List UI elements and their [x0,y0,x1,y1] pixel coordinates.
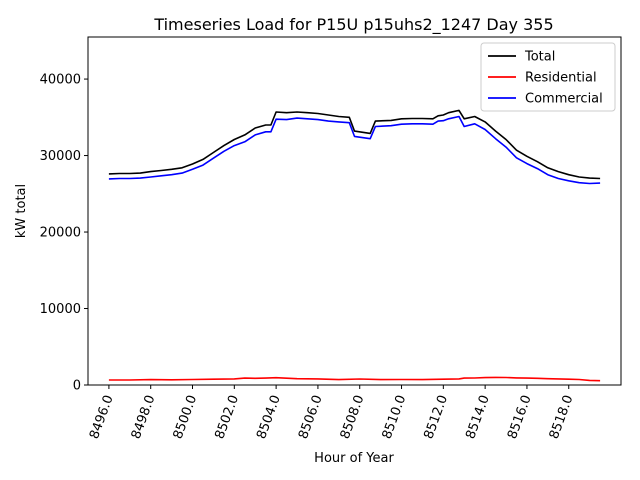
legend-box [480,42,616,112]
x-axis-label: Hour of Year [314,451,394,466]
y-tick-label: 30000 [40,149,81,164]
y-axis: 0 10000 20000 30000 40000 [40,73,88,394]
series-layer [108,109,601,382]
series-line-residential [108,376,601,382]
legend: Total Residential Commercial [480,42,616,112]
y-axis-label: kW total [14,184,29,238]
series-line-commercial [108,115,601,185]
series-line-total [108,109,601,180]
y-tick-label: 40000 [40,73,81,88]
y-tick-label: 10000 [40,302,81,317]
legend-label-total: Total [524,50,555,65]
plot-frame [87,36,622,386]
y-tick-label: 0 [73,379,81,394]
chart-title: Timeseries Load for P15U p15uhs2_1247 Da… [153,15,553,35]
legend-label-commercial: Commercial [525,92,603,107]
y-tick-label: 20000 [40,226,81,241]
legend-label-residential: Residential [525,71,597,86]
